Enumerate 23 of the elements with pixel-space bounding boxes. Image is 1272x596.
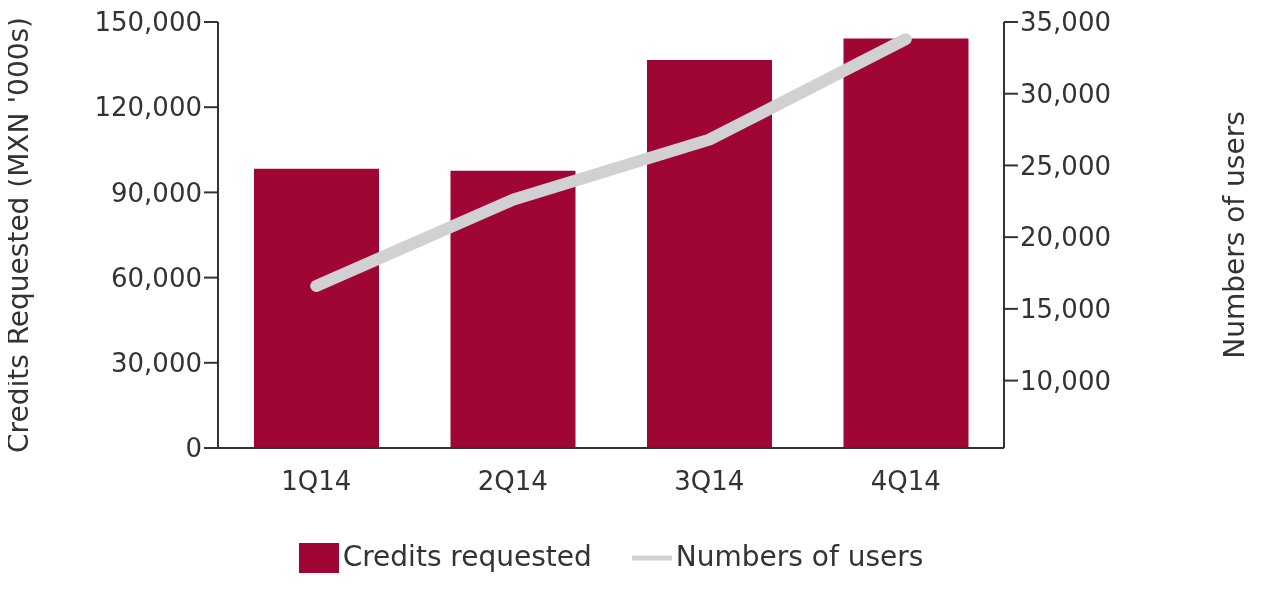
- legend-label: Credits requested: [342, 540, 592, 573]
- y2-tick-label: 25,000: [1020, 150, 1111, 181]
- y-tick-label: 150,000: [94, 7, 202, 38]
- legend-label: Numbers of users: [675, 540, 924, 573]
- y2-tick-label: 20,000: [1020, 222, 1111, 253]
- bar: [254, 168, 379, 448]
- x-tick-label: 1Q14: [281, 466, 352, 497]
- x-tick-label: 2Q14: [477, 466, 548, 497]
- y-tick-label: 30,000: [111, 348, 202, 379]
- y2-tick-label: 30,000: [1020, 78, 1111, 109]
- x-tick-label: 4Q14: [870, 466, 941, 497]
- y-tick-label: 90,000: [111, 177, 202, 208]
- bar: [843, 38, 969, 448]
- bar: [647, 60, 772, 448]
- y2-axis-title: Numbers of users: [1217, 111, 1251, 359]
- y-tick-label: 60,000: [111, 262, 202, 293]
- y2-tick-label: 35,000: [1020, 7, 1111, 38]
- y2-tick-label: 10,000: [1020, 365, 1111, 396]
- x-tick-label: 3Q14: [674, 466, 745, 497]
- bar: [450, 170, 576, 448]
- y-tick-label: 120,000: [94, 92, 202, 123]
- y2-tick-label: 15,000: [1020, 294, 1111, 325]
- y-tick-label: 0: [185, 433, 202, 464]
